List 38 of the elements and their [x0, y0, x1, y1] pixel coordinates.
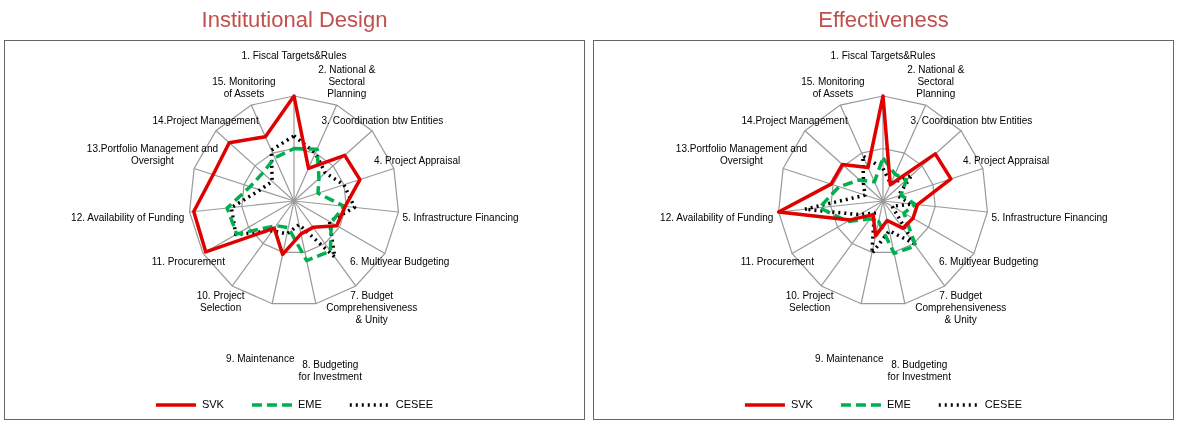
spoke-label: 1. Fiscal Targets&Rules: [830, 49, 936, 61]
spoke-label: 7. Budget Comprehensiveness & Unity: [915, 289, 1007, 325]
spoke-label: 5. Infrastructure Financing: [402, 212, 519, 224]
spoke-label: 8. Budgeting for Investment: [298, 359, 363, 383]
spoke-label: 5. Infrastructure Financing: [991, 212, 1108, 224]
legend-label: CESEE: [395, 398, 434, 411]
spoke-label: 14.Project Management: [741, 115, 848, 127]
spoke-label: 14.Project Management: [152, 115, 259, 127]
legend-label: SVK: [790, 398, 814, 411]
spoke-label: 12. Availability of Funding: [71, 212, 185, 224]
spoke-label: 6. Multiyear Budgeting: [349, 255, 450, 267]
spoke-label: 11. Procurement: [740, 255, 815, 267]
spoke-label: 2. National & Sectoral Planning: [907, 64, 965, 100]
spoke-label: 15. Monitoring of Assets: [801, 76, 865, 100]
spoke-label: 1. Fiscal Targets&Rules: [241, 49, 347, 61]
spoke-label: 3. Coordination btw Entities: [321, 115, 444, 127]
spoke-label: 11. Procurement: [151, 255, 226, 267]
spoke-label: 4. Project Appraisal: [374, 154, 461, 166]
spoke-label: 13.Portfolio Management and Oversight: [675, 142, 808, 166]
spoke-label: 7. Budget Comprehensiveness & Unity: [326, 289, 418, 325]
spoke-label: 3. Coordination btw Entities: [910, 115, 1033, 127]
spoke-label: 10. Project Selection: [785, 289, 834, 313]
spoke-label: 9. Maintenance: [815, 353, 884, 365]
spoke-label: 8. Budgeting for Investment: [887, 359, 952, 383]
legend-label: EME: [297, 398, 322, 411]
spoke-label: 15. Monitoring of Assets: [212, 76, 276, 100]
spoke-label: 9. Maintenance: [226, 353, 295, 365]
spoke-label: 10. Project Selection: [196, 289, 245, 313]
spoke-label: 13.Portfolio Management and Oversight: [86, 142, 219, 166]
spoke-label: 6. Multiyear Budgeting: [938, 255, 1039, 267]
legend-label: CESEE: [984, 398, 1023, 411]
legend-label: SVK: [201, 398, 225, 411]
spoke-label: 2. National & Sectoral Planning: [318, 64, 376, 100]
spoke-label: 4. Project Appraisal: [963, 154, 1050, 166]
spoke-label: 12. Availability of Funding: [660, 212, 774, 224]
chart-title: Institutional Design: [200, 6, 389, 34]
legend-label: EME: [886, 398, 911, 411]
chart-title: Effectiveness: [817, 6, 950, 34]
